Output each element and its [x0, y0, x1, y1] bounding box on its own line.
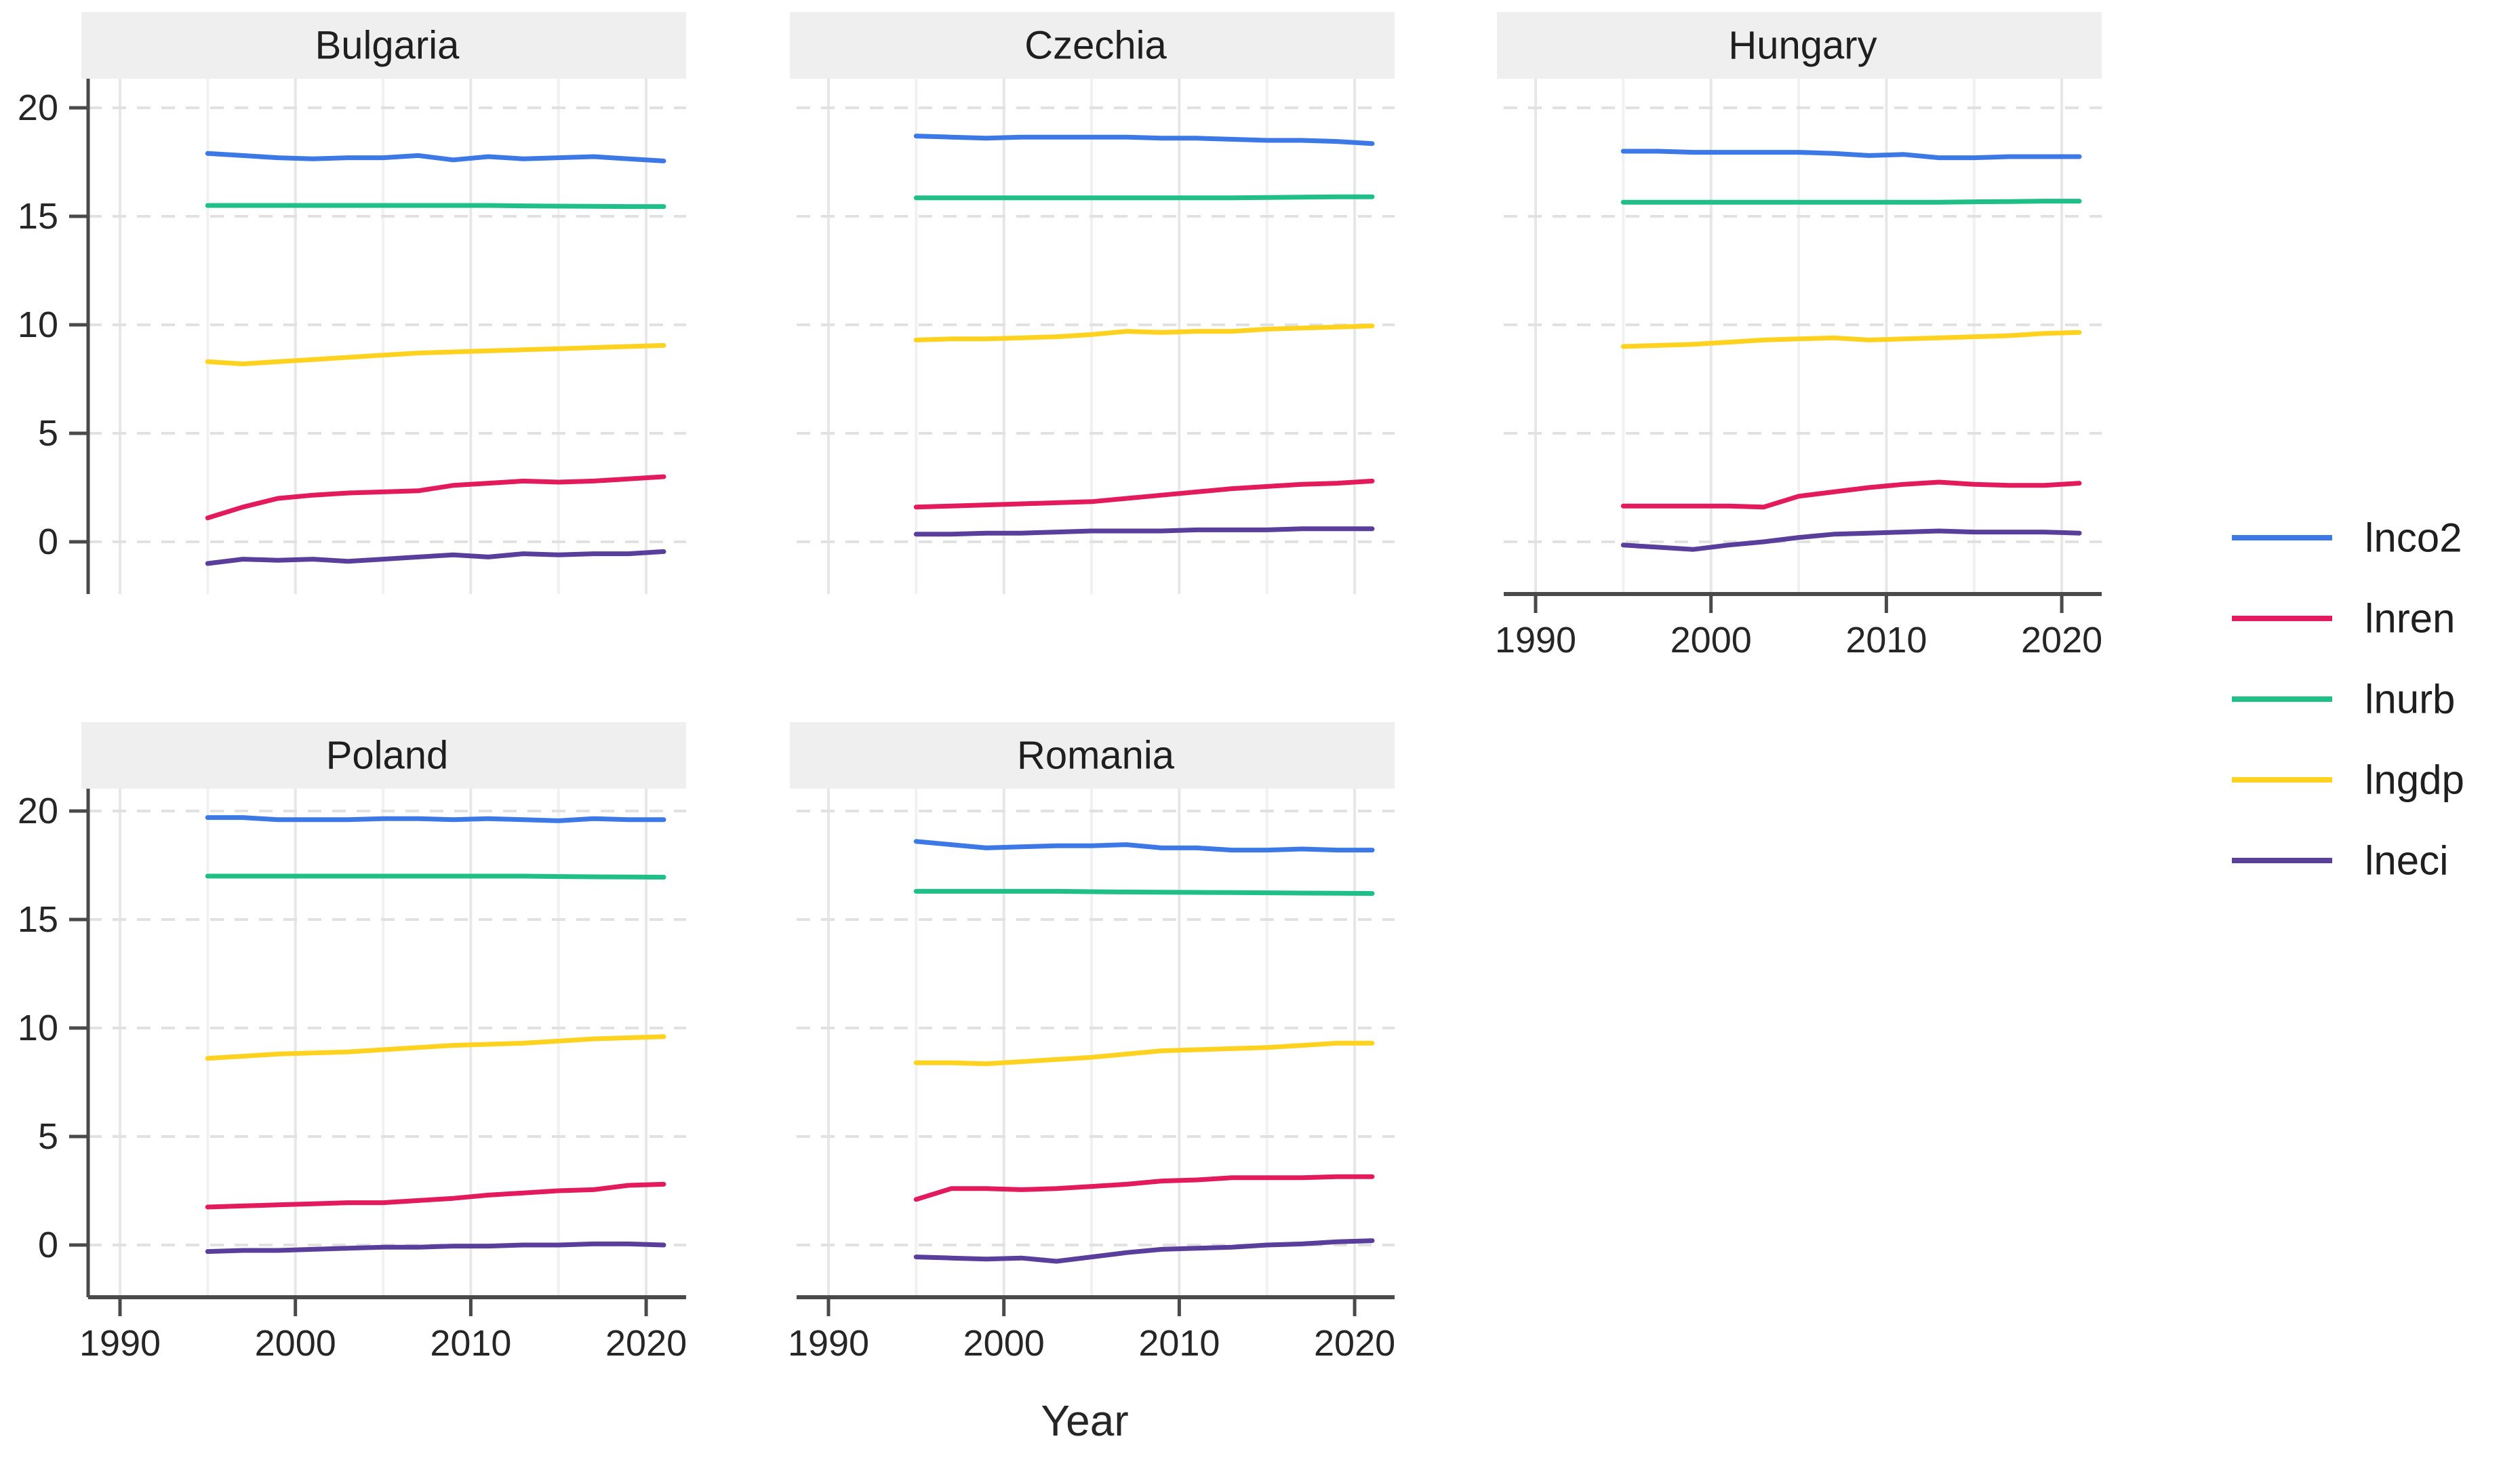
series-line-lnco2 — [913, 839, 1375, 853]
x-tick-label: 2010 — [1138, 1323, 1220, 1364]
series-line-lngdp — [205, 342, 666, 367]
legend-item-lnurb: lnurb — [2232, 677, 2455, 722]
series-line-lnurb — [1620, 199, 2082, 205]
series-line-lnren — [1620, 479, 2082, 510]
series-line-lnco2 — [205, 151, 666, 163]
series-line-lngdp — [913, 1040, 1375, 1067]
x-tick-label: 2000 — [963, 1323, 1045, 1364]
y-tick-label: 20 — [18, 87, 58, 128]
y-tick-label: 0 — [38, 1225, 58, 1265]
series-line-lngdp — [205, 1034, 666, 1061]
panel-romania: Romania 1990 2000 2010 2020 — [788, 722, 1395, 1364]
y-tick-label: 10 — [18, 1008, 58, 1048]
y-tick-label: 0 — [38, 521, 58, 562]
facet-title: Czechia — [1024, 24, 1167, 68]
series-line-lnco2 — [205, 815, 666, 823]
y-tick-label: 20 — [18, 791, 58, 831]
y-tick-label: 5 — [38, 1116, 58, 1157]
legend-label: lnurb — [2365, 677, 2455, 722]
legend: lnco2 lnren lnurb lngdp lneci — [2232, 515, 2464, 884]
facet-title: Hungary — [1728, 24, 1877, 68]
series-line-lnurb — [205, 873, 666, 880]
x-tick-label: 2010 — [430, 1323, 511, 1364]
legend-label: lnco2 — [2365, 515, 2462, 561]
y-tick-label: 10 — [18, 304, 58, 345]
series-line-lnren — [205, 1181, 666, 1210]
x-tick-label: 2020 — [1314, 1323, 1395, 1364]
legend-label: lnren — [2365, 596, 2455, 641]
y-tick-label: 15 — [18, 899, 58, 940]
x-axis-title: Year — [1041, 1396, 1129, 1445]
panel-hungary: Hungary 1990 2000 2010 2020 — [1495, 12, 2102, 660]
panel-poland: Poland 0 5 10 15 20 1990 2000 2010 2020 — [18, 722, 687, 1364]
facet-strip — [790, 722, 1395, 789]
panel-bulgaria: Bulgaria 0 5 10 15 20 — [18, 12, 686, 594]
x-tick-label: 1990 — [79, 1323, 161, 1364]
series-line-lnurb — [913, 194, 1375, 201]
series-line-lnren — [205, 474, 666, 521]
x-tick-label: 2000 — [1671, 620, 1752, 660]
panel-czechia: Czechia — [790, 12, 1395, 594]
series-line-lneci — [913, 526, 1375, 537]
x-tick-label: 1990 — [788, 1323, 869, 1364]
series-line-lnurb — [913, 888, 1375, 896]
facet-strip — [790, 12, 1395, 79]
series-line-lngdp — [1620, 330, 2082, 349]
facet-strip — [1497, 12, 2102, 79]
series-line-lngdp — [913, 323, 1375, 342]
facet-title: Romania — [1017, 734, 1175, 778]
x-tick-label: 2020 — [2021, 620, 2102, 660]
y-tick-label: 5 — [38, 413, 58, 454]
legend-item-lneci: lneci — [2232, 838, 2448, 884]
legend-label: lngdp — [2365, 757, 2464, 803]
series-line-lneci — [205, 1241, 666, 1254]
x-tick-label: 1990 — [1495, 620, 1576, 660]
x-tick-label: 2000 — [255, 1323, 336, 1364]
series-line-lnco2 — [913, 134, 1375, 146]
series-line-lneci — [913, 1238, 1375, 1264]
series-line-lneci — [1620, 528, 2082, 552]
series-line-lnren — [913, 1174, 1375, 1202]
x-tick-label: 2020 — [605, 1323, 687, 1364]
series-line-lnurb — [205, 203, 666, 210]
series-line-lneci — [205, 549, 666, 566]
legend-item-lngdp: lngdp — [2232, 757, 2464, 803]
facet-title: Bulgaria — [315, 24, 460, 68]
series-line-lnco2 — [1620, 149, 2082, 161]
legend-item-lnren: lnren — [2232, 596, 2455, 641]
y-tick-label: 15 — [18, 196, 58, 237]
series-line-lnren — [913, 478, 1375, 510]
legend-item-lnco2: lnco2 — [2232, 515, 2462, 561]
legend-label: lneci — [2365, 838, 2448, 884]
facet-strip — [81, 722, 686, 789]
x-tick-label: 2010 — [1845, 620, 1927, 660]
facet-title: Poland — [326, 734, 449, 778]
facet-strip — [81, 12, 686, 79]
